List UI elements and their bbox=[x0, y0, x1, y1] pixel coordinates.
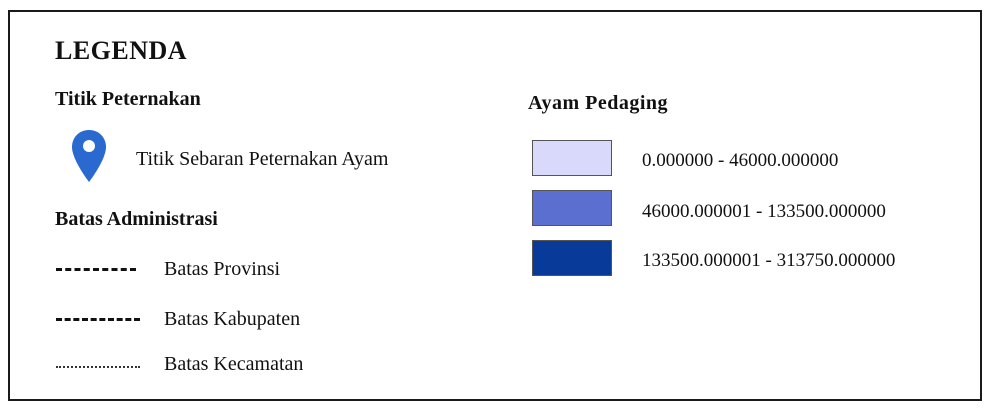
batas-provinsi-line bbox=[56, 268, 136, 271]
map-pin-shape bbox=[72, 130, 106, 182]
batas-provinsi-label: Batas Provinsi bbox=[164, 258, 281, 280]
batas-kecamatan-label: Batas Kecamatan bbox=[164, 353, 304, 375]
titik-peternakan-heading: Titik Peternakan bbox=[55, 88, 201, 110]
legend-panel: LEGENDA Titik Peternakan Titik Sebaran P… bbox=[8, 10, 982, 401]
class-swatch-3 bbox=[532, 240, 612, 276]
class-swatch-2 bbox=[532, 190, 612, 226]
legend-title: LEGENDA bbox=[55, 36, 188, 65]
batas-kabupaten-label: Batas Kabupaten bbox=[164, 308, 301, 330]
batas-kecamatan-line bbox=[56, 366, 140, 368]
class-swatch-1 bbox=[532, 140, 612, 176]
batas-administrasi-heading: Batas Administrasi bbox=[55, 208, 218, 230]
map-pin-hole bbox=[83, 140, 95, 152]
batas-kabupaten-line bbox=[56, 318, 140, 321]
class-label-3: 133500.000001 - 313750.000000 bbox=[642, 250, 896, 271]
titik-sebaran-label: Titik Sebaran Peternakan Ayam bbox=[136, 148, 389, 170]
ayam-pedaging-heading: Ayam Pedaging bbox=[528, 92, 669, 114]
map-pin-icon bbox=[72, 130, 106, 182]
class-label-1: 0.000000 - 46000.000000 bbox=[642, 150, 839, 171]
class-label-2: 46000.000001 - 133500.000000 bbox=[642, 201, 886, 222]
